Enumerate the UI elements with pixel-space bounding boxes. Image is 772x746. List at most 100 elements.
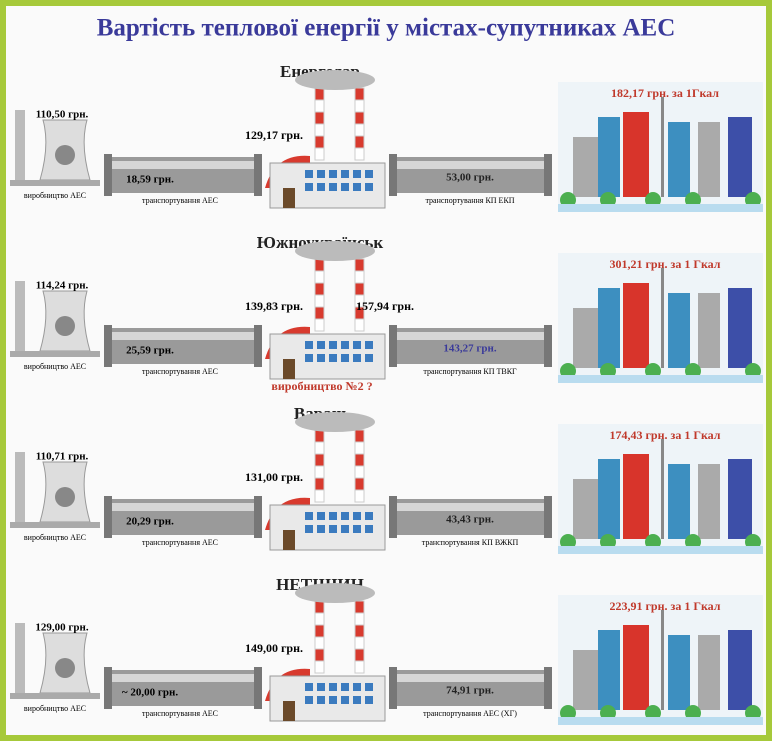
window [365, 512, 373, 520]
window [317, 696, 325, 704]
npp-label: виробництво АЕС [24, 362, 86, 371]
window [317, 354, 325, 362]
radiation-sign [55, 145, 75, 165]
chimney [315, 283, 324, 295]
pipe2-label: транспортування КП ТВКГ [423, 367, 517, 376]
window [353, 696, 361, 704]
pipe-flange [104, 325, 112, 367]
chimney [315, 466, 324, 478]
window [353, 512, 361, 520]
chimney [315, 124, 324, 136]
chimney [315, 136, 324, 148]
window [329, 183, 337, 191]
chimney [315, 637, 324, 649]
window [305, 341, 313, 349]
pipe1-label: транспортування АЕС [142, 196, 218, 205]
building [598, 288, 620, 368]
window [329, 354, 337, 362]
pipe-shine [108, 503, 258, 511]
pipe1-label: транспортування АЕС [142, 538, 218, 547]
pipe1-label: транспортування АЕС [142, 367, 218, 376]
window [317, 683, 325, 691]
chimney [355, 112, 364, 124]
pipe1-cost: 18,59 грн. [126, 174, 174, 186]
window [329, 683, 337, 691]
pipe-flange [544, 154, 552, 196]
pipe1-cost: 20,29 грн. [126, 516, 174, 528]
window [341, 696, 349, 704]
chimney [355, 649, 364, 661]
chimney [355, 601, 364, 613]
chimney [315, 100, 324, 112]
pipe-flange [544, 496, 552, 538]
window [353, 341, 361, 349]
chimney [355, 100, 364, 112]
pipe-flange [254, 496, 262, 538]
chimney [355, 430, 364, 442]
pipe2-cost: 143,27 грн. [443, 343, 496, 355]
chimney [355, 625, 364, 637]
chimney [355, 148, 364, 160]
chimney [315, 625, 324, 637]
chimney [315, 454, 324, 466]
pipe-shine [393, 161, 548, 169]
building [668, 464, 690, 539]
pipe1-cost: ~ 20,00 грн. [122, 687, 178, 699]
pipe2-label: транспортування АЕС (ХГ) [423, 709, 517, 718]
window [365, 341, 373, 349]
chp-cost: 149,00 грн. [245, 641, 303, 655]
window [305, 512, 313, 520]
building [698, 635, 720, 710]
building [668, 293, 690, 368]
chimney [315, 430, 324, 442]
window [317, 512, 325, 520]
building [728, 288, 752, 368]
window [365, 354, 373, 362]
window [317, 525, 325, 533]
factory-door [283, 701, 295, 721]
pipe-flange [389, 496, 397, 538]
chp-cost: 139,83 грн. [245, 299, 303, 313]
window [365, 170, 373, 178]
building [698, 464, 720, 539]
pipe-shine [393, 503, 548, 511]
npp-cost: 110,50 грн. [36, 109, 89, 121]
window [341, 512, 349, 520]
pipe-flange [389, 154, 397, 196]
building [623, 283, 649, 368]
chimney [315, 271, 324, 283]
window [329, 512, 337, 520]
window [365, 696, 373, 704]
pipe-flange [104, 154, 112, 196]
chp-cost: 129,17 грн. [245, 128, 303, 142]
water [558, 375, 763, 383]
pipe2-cost: 74,91 грн. [446, 685, 494, 697]
pipe-flange [389, 667, 397, 709]
chimney [355, 454, 364, 466]
pipe-flange [104, 667, 112, 709]
smoke [295, 241, 375, 261]
window [329, 525, 337, 533]
window [305, 696, 313, 704]
pipe-flange [544, 667, 552, 709]
building [623, 625, 649, 710]
chimney [355, 136, 364, 148]
radiation-sign [55, 658, 75, 678]
window [317, 183, 325, 191]
pipe-shine [108, 332, 258, 340]
npp-label: виробництво АЕС [24, 704, 86, 713]
pipe2-label: транспортування КП ВЖКП [422, 538, 519, 547]
chimney [355, 283, 364, 295]
window [305, 354, 313, 362]
npp-base [10, 693, 100, 699]
radiation-sign [55, 316, 75, 336]
city-price: 174,43 грн. за 1 Гкал [609, 428, 720, 442]
npp-cost: 110,71 грн. [36, 451, 89, 463]
radiation-sign [55, 487, 75, 507]
water [558, 546, 763, 554]
chimney [355, 88, 364, 100]
window [329, 170, 337, 178]
chimney [355, 442, 364, 454]
building [668, 122, 690, 197]
window [353, 354, 361, 362]
